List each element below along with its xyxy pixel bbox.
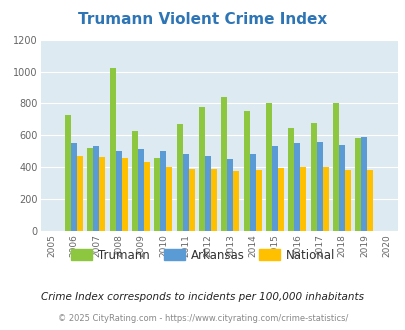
Bar bbox=[367, 170, 373, 231]
Bar bbox=[233, 171, 239, 231]
Bar bbox=[316, 143, 322, 231]
Bar bbox=[310, 122, 316, 231]
Bar bbox=[221, 97, 227, 231]
Bar bbox=[188, 169, 194, 231]
Bar bbox=[294, 143, 300, 231]
Bar bbox=[338, 145, 344, 231]
Bar bbox=[198, 107, 205, 231]
Bar bbox=[77, 156, 83, 231]
Text: Crime Index corresponds to incidents per 100,000 inhabitants: Crime Index corresponds to incidents per… bbox=[41, 292, 364, 302]
Bar bbox=[255, 170, 261, 231]
Bar bbox=[166, 167, 172, 231]
Bar bbox=[176, 124, 182, 231]
Bar bbox=[122, 158, 128, 231]
Bar bbox=[115, 151, 122, 231]
Bar bbox=[344, 170, 350, 231]
Bar bbox=[300, 167, 306, 231]
Bar bbox=[288, 128, 294, 231]
Bar bbox=[249, 154, 255, 231]
Bar bbox=[227, 159, 233, 231]
Bar bbox=[65, 115, 71, 231]
Bar bbox=[132, 130, 138, 231]
Bar bbox=[332, 103, 338, 231]
Bar bbox=[360, 137, 367, 231]
Bar bbox=[211, 169, 217, 231]
Bar bbox=[138, 149, 144, 231]
Text: © 2025 CityRating.com - https://www.cityrating.com/crime-statistics/: © 2025 CityRating.com - https://www.city… bbox=[58, 314, 347, 323]
Bar bbox=[243, 111, 249, 231]
Bar bbox=[71, 143, 77, 231]
Bar bbox=[87, 148, 93, 231]
Legend: Trumann, Arkansas, National: Trumann, Arkansas, National bbox=[66, 244, 339, 266]
Bar bbox=[271, 147, 277, 231]
Bar bbox=[354, 139, 360, 231]
Bar bbox=[93, 147, 99, 231]
Bar bbox=[277, 168, 284, 231]
Bar bbox=[205, 156, 211, 231]
Bar bbox=[109, 68, 115, 231]
Bar bbox=[144, 162, 150, 231]
Bar bbox=[154, 158, 160, 231]
Bar bbox=[99, 157, 105, 231]
Bar bbox=[160, 151, 166, 231]
Text: Trumann Violent Crime Index: Trumann Violent Crime Index bbox=[78, 12, 327, 26]
Bar bbox=[182, 154, 188, 231]
Bar bbox=[322, 167, 328, 231]
Bar bbox=[265, 103, 271, 231]
